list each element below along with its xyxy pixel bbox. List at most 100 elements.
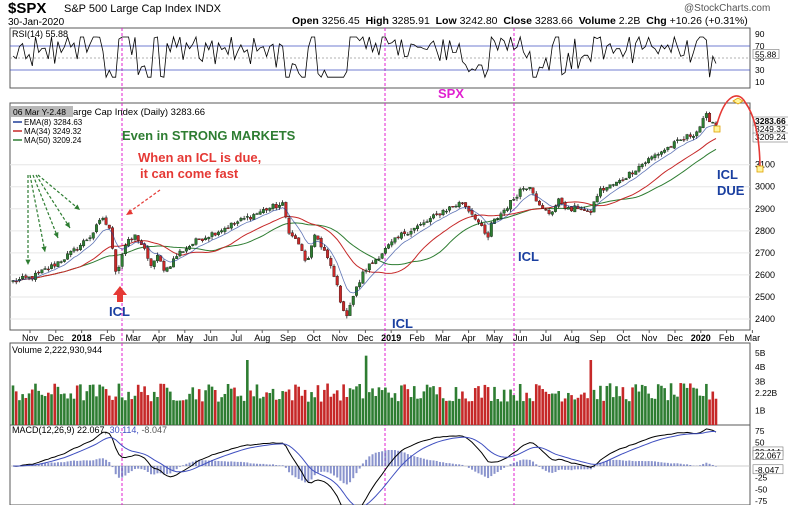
volume-bar	[69, 393, 73, 425]
watermark: @StockCharts.com	[684, 3, 771, 14]
candle-body	[502, 209, 506, 214]
volume-bar	[470, 401, 474, 425]
candle-body	[457, 202, 461, 208]
volume-bar	[567, 392, 570, 425]
macd-histogram-bar	[172, 466, 175, 472]
volume-bar	[249, 390, 252, 425]
volume-bar	[509, 389, 512, 425]
x-axis-label: May	[486, 333, 504, 343]
volume-bar	[191, 387, 195, 425]
volume-bar	[605, 385, 609, 425]
macd-histogram-bar	[137, 466, 140, 469]
macd-histogram-bar	[445, 463, 448, 466]
volume-bar	[303, 389, 307, 425]
volume-bar	[91, 384, 95, 425]
candle-body	[281, 202, 285, 206]
volume-bar	[297, 386, 300, 425]
macd-histogram-bar	[310, 466, 313, 480]
macd-histogram-bar	[573, 466, 576, 470]
macd-tick-label: 50	[755, 438, 765, 448]
candle-body	[547, 209, 551, 214]
macd-histogram-bar	[361, 463, 364, 466]
candle-body	[390, 241, 394, 246]
volume-bar	[400, 385, 403, 425]
volume-bar	[47, 392, 50, 425]
macd-histogram-bar	[621, 460, 624, 466]
volume-bar	[573, 399, 577, 425]
candle-body	[53, 263, 57, 267]
annotation-green-arrowhead-3	[53, 232, 59, 238]
macd-histogram-bar	[442, 462, 445, 466]
volume-bar	[351, 389, 355, 425]
volume-bar	[194, 399, 198, 425]
macd-histogram-bar	[426, 459, 429, 466]
volume-bar	[339, 400, 342, 425]
candle-body	[146, 247, 150, 259]
macd-histogram-bar	[618, 459, 621, 466]
candle-body	[207, 237, 211, 240]
macd-histogram-bar	[188, 462, 191, 466]
price-panel-frame	[9, 102, 751, 331]
volume-bar	[348, 388, 352, 425]
x-axis-label: Feb	[409, 333, 425, 343]
candle-body	[383, 248, 387, 254]
volume-bar	[14, 391, 18, 425]
volume-bar	[512, 395, 516, 425]
macd-histogram-bar	[544, 466, 547, 471]
candle-body	[544, 209, 548, 211]
volume-bar	[711, 391, 715, 425]
macd-histogram-bar	[381, 451, 384, 466]
candle-body	[188, 246, 192, 250]
candle-body	[310, 245, 313, 258]
volume-tick-label: 1B	[755, 406, 766, 416]
volume-bar	[355, 386, 358, 425]
macd-histogram-bar	[284, 466, 287, 468]
macd-histogram-bar	[438, 461, 441, 466]
open-label: Open	[292, 15, 319, 27]
volume-bar	[615, 386, 618, 425]
macd-histogram-bar	[602, 461, 605, 466]
candle-body	[133, 234, 137, 240]
volume-bar	[628, 401, 631, 425]
volume-bar	[380, 390, 384, 425]
volume-bar	[162, 383, 166, 425]
candle-body	[34, 272, 37, 280]
candle-body	[377, 258, 381, 261]
volume-bar	[618, 396, 621, 425]
candle-body	[265, 208, 269, 211]
candle-body	[473, 214, 477, 220]
candle-body	[85, 239, 89, 242]
macd-histogram-bar	[570, 466, 573, 471]
macd-histogram-bar	[576, 466, 579, 470]
volume-bar	[371, 388, 374, 425]
macd-histogram-bar	[609, 460, 612, 466]
volume-bar	[268, 392, 272, 425]
macd-histogram-bar	[647, 461, 650, 466]
chart-symbol: $SPX	[8, 0, 47, 17]
macd-histogram-bar	[159, 466, 162, 474]
volume-bar	[384, 387, 387, 425]
candle-body	[416, 225, 419, 230]
candle-body	[393, 237, 397, 243]
macd-histogram-bar	[182, 465, 185, 466]
candle-body	[685, 134, 689, 140]
volume-bar	[342, 384, 345, 425]
macd-histogram-bar	[660, 462, 663, 466]
candle-body	[361, 271, 365, 284]
candle-body	[178, 250, 182, 257]
annotation-green-arrowhead-2	[41, 246, 47, 252]
legend-label-3: MA(50) 3209.24	[24, 136, 82, 145]
volume-bar	[101, 386, 105, 425]
candle-body	[152, 260, 156, 267]
macd-histogram-bar	[557, 466, 560, 471]
candle-body	[512, 199, 516, 201]
volume-bar	[108, 395, 111, 425]
x-axis-label: Jun	[203, 333, 218, 343]
volume-bar	[140, 391, 143, 425]
macd-histogram-bar	[329, 466, 332, 474]
x-axis-label: Mar	[745, 333, 761, 343]
annotation-icl-due-line2: it can come fast	[140, 166, 239, 181]
volume-bar	[358, 384, 361, 425]
volume-bar	[223, 393, 227, 425]
macd-histogram-bar	[278, 465, 281, 466]
